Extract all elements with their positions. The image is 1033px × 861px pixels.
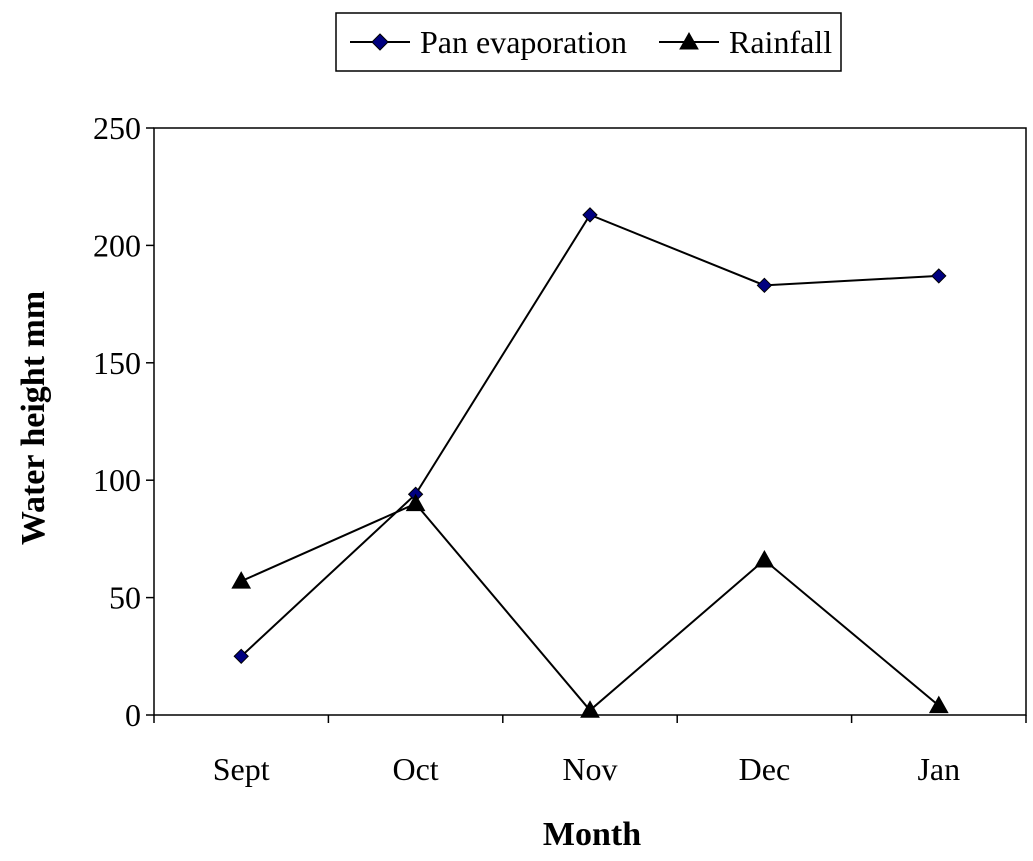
y-tick-label: 0 (125, 697, 141, 733)
data-point-rainfall (928, 695, 949, 714)
legend-rainfall-label: Rainfall (729, 24, 832, 60)
y-tick-label: 250 (93, 110, 141, 146)
y-tick-label: 150 (93, 345, 141, 381)
series-line-pan-evaporation (240, 213, 939, 658)
series-pan-evaporation (233, 207, 947, 665)
y-tick-label: 100 (93, 462, 141, 498)
legend-box (335, 12, 842, 72)
data-point-rainfall (405, 493, 426, 512)
series-layer (231, 207, 949, 718)
x-tick-label: Nov (562, 751, 617, 787)
legend-rainfall-marker (679, 31, 699, 50)
y-axis: 0 50 100 150 200 250 (93, 110, 154, 733)
legend-pan-evaporation-marker (371, 33, 389, 51)
legend: Pan evaporation Rainfall (335, 12, 842, 72)
y-tick-label: 50 (109, 580, 141, 616)
series-line-rainfall (240, 502, 940, 712)
x-tick-label: Sept (213, 751, 270, 787)
data-point-rainfall (754, 550, 775, 568)
x-tick-label: Oct (392, 751, 438, 787)
data-point-pan-evaporation (931, 268, 947, 284)
data-point-rainfall (580, 700, 600, 718)
series-rainfall (231, 493, 949, 718)
legend-pan-evaporation-label: Pan evaporation (420, 24, 627, 60)
data-point-rainfall (231, 571, 252, 589)
x-tick-label: Jan (917, 751, 960, 787)
data-point-pan-evaporation (582, 207, 598, 223)
x-axis: Sept Oct Nov Dec Jan (153, 715, 1027, 787)
x-tick-label: Dec (739, 751, 791, 787)
data-point-pan-evaporation (233, 648, 249, 665)
y-axis-title: Water height mm (15, 291, 52, 545)
data-point-pan-evaporation (756, 277, 773, 294)
x-axis-title: Month (543, 816, 641, 853)
y-tick-label: 200 (93, 227, 141, 263)
